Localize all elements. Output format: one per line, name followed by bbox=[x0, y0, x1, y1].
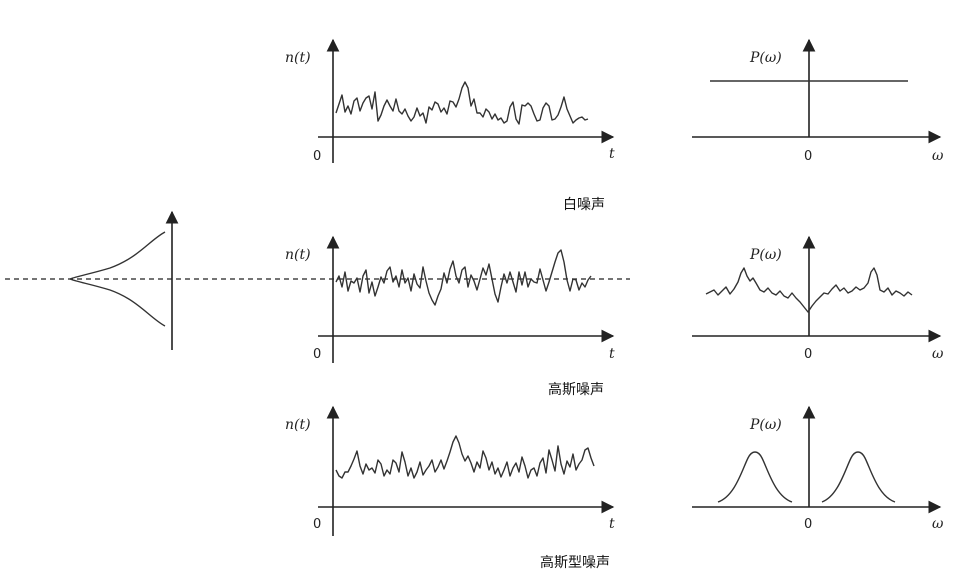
white-noise-signal bbox=[335, 81, 589, 125]
time-ylabel-1: n(t) bbox=[285, 50, 311, 66]
caption-gaussian-noise: 高斯噪声 bbox=[548, 381, 604, 398]
time-origin-2: 0 bbox=[313, 347, 321, 362]
freq-ylabel-1: P(ω) bbox=[749, 50, 782, 66]
time-xlabel-3: t bbox=[609, 516, 615, 532]
caption-gaussian-type-noise: 高斯型噪声 bbox=[540, 554, 610, 571]
row-white-noise: n(t) t 0 P(ω) ω 0 白噪声 bbox=[285, 38, 944, 213]
time-plot-2: n(t) t 0 bbox=[285, 235, 615, 363]
time-origin-1: 0 bbox=[313, 149, 321, 164]
time-origin-3: 0 bbox=[313, 517, 321, 532]
time-plot-1: n(t) t 0 bbox=[285, 38, 615, 164]
freq-origin-2: 0 bbox=[804, 347, 812, 362]
freq-origin-1: 0 bbox=[804, 149, 812, 164]
right-gaussian-peak bbox=[821, 451, 896, 503]
freq-ylabel-2: P(ω) bbox=[749, 247, 782, 263]
time-xlabel-1: t bbox=[609, 146, 615, 162]
row-gaussian-type-noise: n(t) t 0 P(ω) ω 0 高斯型噪声 bbox=[285, 405, 944, 571]
freq-plot-1: P(ω) ω 0 bbox=[692, 38, 944, 164]
freq-ylabel-3: P(ω) bbox=[749, 417, 782, 433]
time-ylabel-2: n(t) bbox=[285, 247, 311, 263]
gaussian-noise-spectrum bbox=[705, 267, 913, 313]
gaussian-distribution-plot bbox=[5, 210, 630, 350]
freq-origin-3: 0 bbox=[804, 517, 812, 532]
gaussian-noise-signal bbox=[335, 249, 592, 306]
time-xlabel-2: t bbox=[609, 346, 615, 362]
row-gaussian-noise: n(t) t 0 P(ω) ω 0 高斯噪声 bbox=[285, 235, 944, 398]
gaussian-type-noise-signal bbox=[335, 435, 595, 479]
freq-xlabel-1: ω bbox=[932, 148, 944, 164]
time-ylabel-3: n(t) bbox=[285, 417, 311, 433]
freq-xlabel-3: ω bbox=[932, 516, 944, 532]
gaussian-bell-curve bbox=[69, 231, 166, 327]
left-gaussian-peak bbox=[717, 451, 793, 503]
freq-xlabel-2: ω bbox=[932, 346, 944, 362]
freq-plot-2: P(ω) ω 0 bbox=[692, 235, 944, 362]
time-plot-3: n(t) t 0 bbox=[285, 405, 615, 536]
freq-plot-3: P(ω) ω 0 bbox=[692, 405, 944, 532]
caption-white-noise: 白噪声 bbox=[563, 197, 605, 213]
